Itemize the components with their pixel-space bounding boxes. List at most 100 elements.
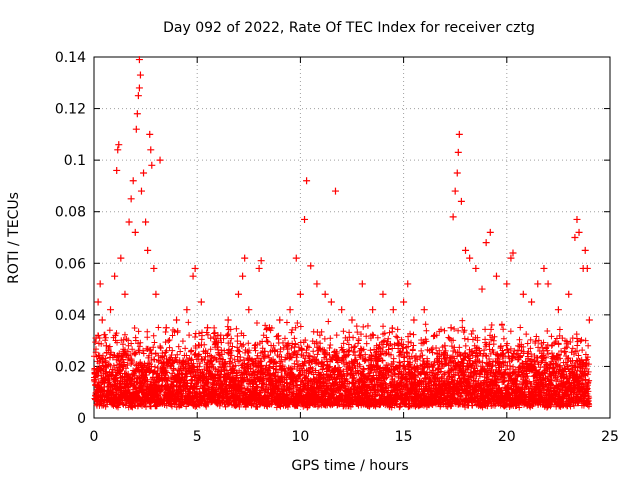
data-point <box>96 280 104 288</box>
data-point <box>173 316 181 324</box>
data-point <box>111 272 119 280</box>
data-point <box>234 290 242 298</box>
data-point <box>224 316 232 324</box>
data-point <box>117 254 125 262</box>
x-tick-label: 15 <box>395 429 413 445</box>
data-point <box>296 290 304 298</box>
plot-frame <box>93 56 611 419</box>
data-point <box>321 290 329 298</box>
data-point <box>144 246 152 254</box>
data-point <box>150 264 158 272</box>
data-point <box>389 306 397 314</box>
data-point <box>507 254 515 262</box>
data-point <box>113 166 121 174</box>
data-point <box>142 218 150 226</box>
data-point <box>241 254 249 262</box>
data-point <box>400 298 408 306</box>
data-point <box>133 110 141 118</box>
y-tick-label: 0.14 <box>55 50 86 66</box>
data-point <box>92 334 100 342</box>
data-point <box>301 215 309 223</box>
data-point <box>152 290 160 298</box>
data-point <box>307 262 315 270</box>
data-point <box>94 298 102 306</box>
data-point <box>132 125 140 133</box>
data-point <box>245 306 253 314</box>
dense-marker-cloud <box>91 317 593 411</box>
data-point <box>214 331 222 339</box>
data-point <box>127 195 135 203</box>
data-point <box>265 324 273 332</box>
data-point <box>472 264 480 272</box>
x-tick-label: 25 <box>601 429 619 445</box>
x-tick-label: 5 <box>193 429 202 445</box>
chart-title: Day 092 of 2022, Rate Of TEC Index for r… <box>163 20 535 36</box>
data-point <box>125 218 133 226</box>
data-point <box>327 298 335 306</box>
data-point <box>156 156 164 164</box>
data-point <box>135 56 143 64</box>
tick-layer: 0 0.02 0.04 0.06 0.08 0.1 0.12 0.14 0 5 10 15 20 25 <box>55 50 619 445</box>
data-point <box>571 234 579 241</box>
data-point <box>255 264 263 272</box>
data-point <box>449 213 457 221</box>
y-tick-label: 0.12 <box>55 102 86 118</box>
data-point <box>276 316 284 324</box>
data-point <box>286 306 294 314</box>
data-point <box>486 228 494 236</box>
data-point <box>410 316 418 324</box>
data-points <box>92 56 593 350</box>
data-point <box>575 228 583 236</box>
data-point <box>544 280 552 288</box>
x-axis-title: GPS time / hours <box>291 458 408 474</box>
y-tick-label: 0.08 <box>55 205 86 221</box>
data-point <box>503 280 511 288</box>
data-point <box>331 187 339 195</box>
data-point <box>146 130 154 138</box>
data-point <box>140 169 148 177</box>
data-point <box>519 290 527 298</box>
y-tick-label: 0.02 <box>55 359 86 375</box>
data-point <box>581 246 589 254</box>
data-point <box>107 306 115 314</box>
x-tick-label: 10 <box>291 429 309 445</box>
data-point <box>379 290 387 298</box>
data-point <box>148 161 156 169</box>
data-point <box>482 239 490 247</box>
data-point <box>147 146 155 154</box>
y-tick-label: 0.06 <box>55 256 86 272</box>
data-point <box>573 215 581 223</box>
data-point <box>257 257 265 265</box>
data-point <box>451 187 459 195</box>
data-point <box>102 342 110 350</box>
data-point <box>420 306 428 314</box>
data-point <box>431 331 439 339</box>
x-tick-label: 0 <box>90 429 99 445</box>
data-point <box>554 306 562 314</box>
data-point <box>441 342 449 350</box>
data-points-dense <box>91 317 593 411</box>
y-tick-label: 0 <box>77 411 86 427</box>
data-point <box>478 285 486 293</box>
data-point <box>583 264 591 272</box>
data-point <box>98 316 106 324</box>
data-point <box>565 290 573 298</box>
data-point <box>292 254 300 262</box>
data-point <box>509 249 517 257</box>
data-point <box>462 246 470 254</box>
data-point <box>455 130 463 138</box>
data-point <box>369 306 377 314</box>
data-point <box>404 280 412 288</box>
data-point <box>189 272 197 280</box>
data-point <box>197 298 205 306</box>
data-point <box>115 141 123 149</box>
data-point <box>129 177 137 185</box>
data-point <box>313 280 321 288</box>
y-tick-label: 0.1 <box>64 153 86 169</box>
data-point <box>134 92 142 100</box>
data-point <box>191 264 199 272</box>
y-tick-label: 0.04 <box>55 308 86 324</box>
data-point <box>447 324 455 332</box>
data-point <box>348 316 356 324</box>
